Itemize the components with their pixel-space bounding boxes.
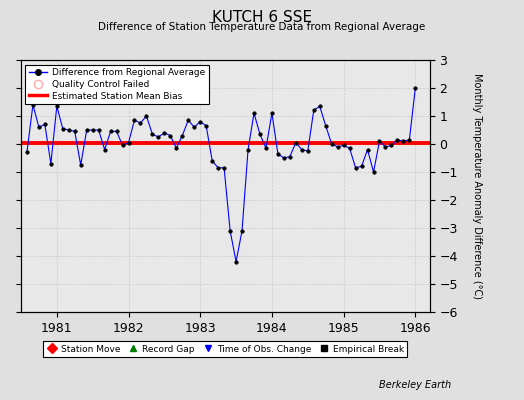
Text: Berkeley Earth: Berkeley Earth: [378, 380, 451, 390]
Legend: Station Move, Record Gap, Time of Obs. Change, Empirical Break: Station Move, Record Gap, Time of Obs. C…: [43, 341, 407, 357]
Y-axis label: Monthly Temperature Anomaly Difference (°C): Monthly Temperature Anomaly Difference (…: [472, 73, 482, 299]
Legend: Difference from Regional Average, Quality Control Failed, Estimated Station Mean: Difference from Regional Average, Qualit…: [26, 64, 209, 104]
Text: KUTCH 6 SSE: KUTCH 6 SSE: [212, 10, 312, 25]
Text: Difference of Station Temperature Data from Regional Average: Difference of Station Temperature Data f…: [99, 22, 425, 32]
